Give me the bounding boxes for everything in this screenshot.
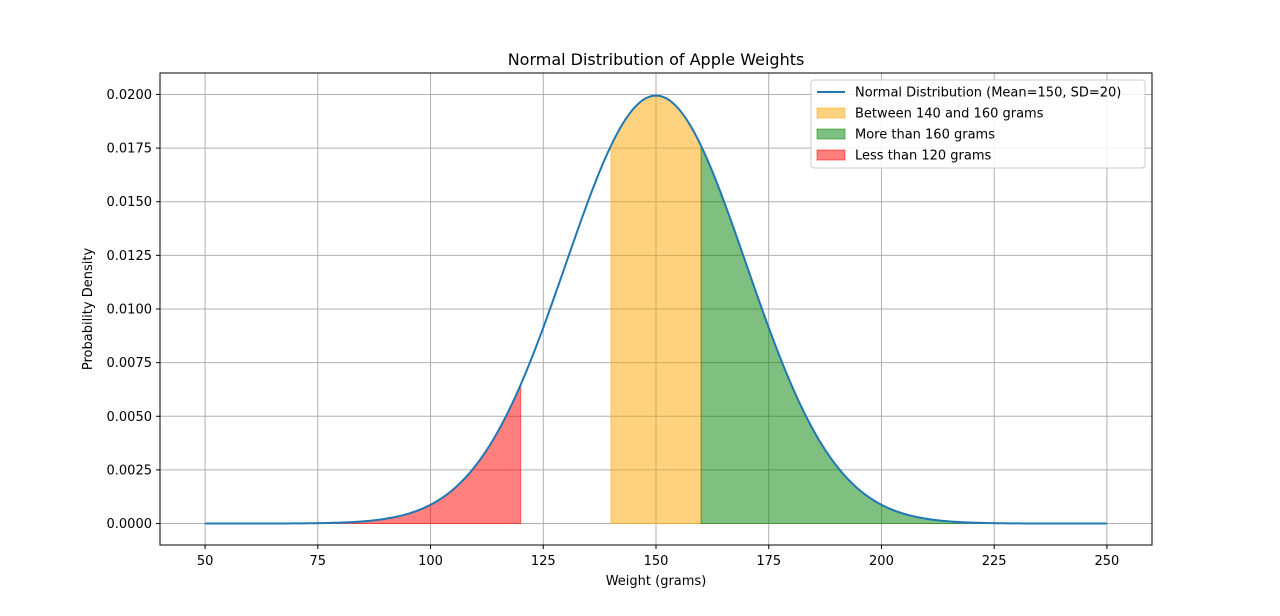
x-tick-label: 50 [197, 554, 214, 569]
y-tick-label: 0.0200 [107, 88, 153, 103]
y-tick-label: 0.0175 [107, 142, 153, 157]
x-tick-label: 200 [869, 554, 894, 569]
y-tick-label: 0.0100 [107, 303, 153, 318]
legend-label: Less than 120 grams [855, 149, 992, 164]
legend-label: Normal Distribution (Mean=150, SD=20) [855, 86, 1121, 101]
tick-layer: 50 75 100 125 150 175 200 225 250 0.0000 0.0025 0.0… [107, 88, 1120, 569]
x-tick-label: 250 [1094, 554, 1119, 569]
y-tick-label: 0.0150 [107, 195, 153, 210]
x-tick-label: 225 [982, 554, 1007, 569]
y-tick-label: 0.0025 [107, 463, 153, 478]
legend: Normal Distribution (Mean=150, SD=20) Bet… [810, 79, 1146, 169]
x-tick-label: 150 [644, 554, 669, 569]
x-tick-label: 75 [310, 554, 327, 569]
legend-box [810, 79, 1146, 169]
curve-layer [205, 94, 1107, 525]
legend-label: More than 160 grams [855, 128, 995, 143]
shaded-region [610, 95, 702, 525]
legend-patch-swatch [816, 128, 846, 140]
y-tick-label: 0.0125 [107, 249, 153, 264]
x-tick-label: 100 [418, 554, 443, 569]
x-axis-label: Weight (grams) [606, 574, 707, 589]
y-axis-label: Probability Density [81, 248, 96, 371]
y-tick-label: 0.0000 [107, 517, 153, 532]
legend-label: Between 140 and 160 grams [855, 107, 1044, 122]
x-tick-label: 125 [531, 554, 556, 569]
y-tick-label: 0.0075 [107, 356, 153, 371]
distribution-curve [205, 94, 1107, 525]
x-tick-label: 175 [756, 554, 781, 569]
y-tick-label: 0.0050 [107, 410, 153, 425]
legend-patch-swatch [816, 149, 846, 161]
chart-title: Normal Distribution of Apple Weights [508, 50, 805, 69]
legend-patch-swatch [816, 107, 846, 119]
